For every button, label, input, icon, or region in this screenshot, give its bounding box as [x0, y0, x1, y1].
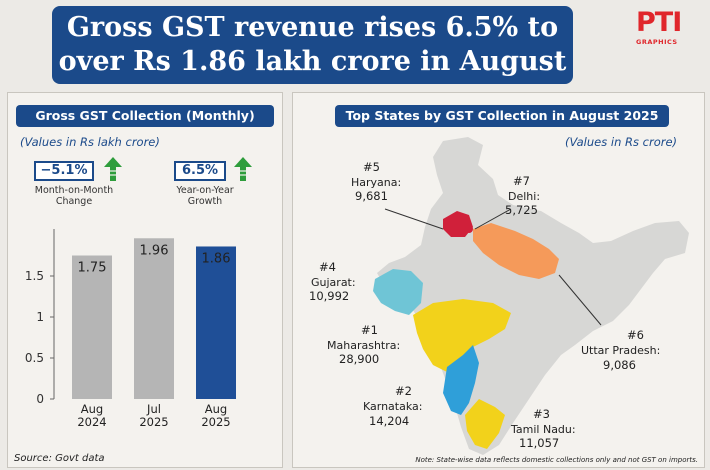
- y-tick-label: 0.5: [25, 351, 44, 365]
- mom-change-value: −5.1%: [34, 161, 94, 181]
- maharashtra-name: Maharashtra:: [327, 339, 400, 352]
- up-arrow-icon: [234, 157, 252, 181]
- maharashtra-value: 28,900: [339, 352, 379, 366]
- state-delhi: [465, 225, 473, 233]
- uttar-pradesh-name: Uttar Pradesh:: [581, 344, 660, 357]
- x-category-label: 2024: [77, 415, 106, 429]
- states-units: (Values in Rs crore): [565, 135, 678, 149]
- state-tamil-nadu: [465, 399, 505, 449]
- delhi-callout-line: [474, 208, 512, 230]
- top-states-panel: Top States by GST Collection in August 2…: [292, 92, 705, 468]
- uttar-pradesh-rank: #6: [627, 328, 644, 342]
- yoy-label-line-2: Growth: [187, 196, 223, 207]
- bar: [134, 238, 174, 399]
- karnataka-rank: #2: [395, 384, 412, 398]
- gujarat-value: 10,992: [309, 289, 349, 303]
- y-tick-label: 1: [36, 310, 44, 324]
- maharashtra-rank: #1: [361, 323, 378, 337]
- haryana-rank: #5: [363, 160, 380, 174]
- monthly-panel-title: Gross GST Collection (Monthly): [16, 105, 274, 127]
- logo-main: PTI: [636, 7, 682, 38]
- logo-sub: GRAPHICS: [636, 38, 678, 46]
- monthly-bar-chart: 00.511.51.75Aug20241.96Jul20251.86Aug202…: [25, 229, 236, 429]
- yoy-growth-value: 6.5%: [174, 161, 226, 181]
- delhi-name: Delhi:: [508, 190, 540, 203]
- haryana-callout-line: [384, 208, 444, 230]
- yoy-growth-label: Year-on-Year Growth: [160, 185, 250, 207]
- state-karnataka: [443, 345, 479, 415]
- x-category-label: Aug: [205, 402, 227, 416]
- x-category-label: 2025: [201, 415, 230, 429]
- india-map: #5 Haryana: 9,681 #7 Delhi: 5,725 #4 Guj…: [309, 137, 689, 455]
- mom-label-line-2: Change: [55, 196, 93, 207]
- x-category-label: Aug: [81, 402, 103, 416]
- yoy-label-line-1: Year-on-Year: [176, 185, 234, 196]
- karnataka-value: 14,204: [369, 414, 409, 428]
- y-tick-label: 1.5: [25, 269, 44, 283]
- delhi-value: 5,725: [505, 203, 538, 217]
- source-note: Source: Govt data: [14, 453, 105, 464]
- x-category-label: 2025: [139, 415, 168, 429]
- footnote: Note: State-wise data reflects domestic …: [415, 456, 698, 464]
- delhi-rank: #7: [513, 174, 530, 188]
- state-gujarat: [373, 269, 423, 315]
- tamil-nadu-value: 11,057: [519, 436, 559, 450]
- states-panel-title: Top States by GST Collection in August 2…: [335, 105, 669, 127]
- mom-change-label: Month-on-Month Change: [22, 185, 126, 207]
- monthly-units: (Values in Rs lakh crore): [20, 135, 160, 149]
- y-tick-label: 0: [36, 392, 44, 406]
- state-maharashtra: [413, 299, 511, 373]
- bar: [196, 246, 236, 399]
- headline-line-1: Gross GST revenue rises 6.5% to: [66, 12, 559, 43]
- up-arrow-icon: [104, 157, 122, 181]
- bar-data-label: 1.75: [78, 261, 107, 276]
- haryana-value: 9,681: [355, 189, 388, 203]
- uttar-pradesh-value: 9,086: [603, 358, 636, 372]
- uttar-pradesh-callout-line: [558, 274, 602, 326]
- haryana-name: Haryana:: [351, 176, 401, 189]
- headline-line-2: over Rs 1.86 lakh crore in August: [58, 46, 567, 77]
- bar-data-label: 1.86: [202, 251, 231, 266]
- mom-label-line-1: Month-on-Month: [34, 185, 114, 196]
- gujarat-rank: #4: [319, 260, 336, 274]
- karnataka-name: Karnataka:: [363, 400, 422, 413]
- bar: [72, 255, 112, 399]
- tamil-nadu-rank: #3: [533, 407, 550, 421]
- pti-graphics-logo: PTI GRAPHICS: [636, 9, 694, 47]
- bar-data-label: 1.96: [140, 243, 169, 258]
- tamil-nadu-name: Tamil Nadu:: [510, 423, 576, 436]
- x-category-label: Jul: [146, 402, 161, 416]
- state-uttar-pradesh: [473, 223, 559, 279]
- gujarat-name: Gujarat:: [311, 276, 356, 289]
- headline: Gross GST revenue rises 6.5% to over Rs …: [52, 6, 573, 84]
- monthly-collection-panel: Gross GST Collection (Monthly) (Values i…: [7, 92, 283, 468]
